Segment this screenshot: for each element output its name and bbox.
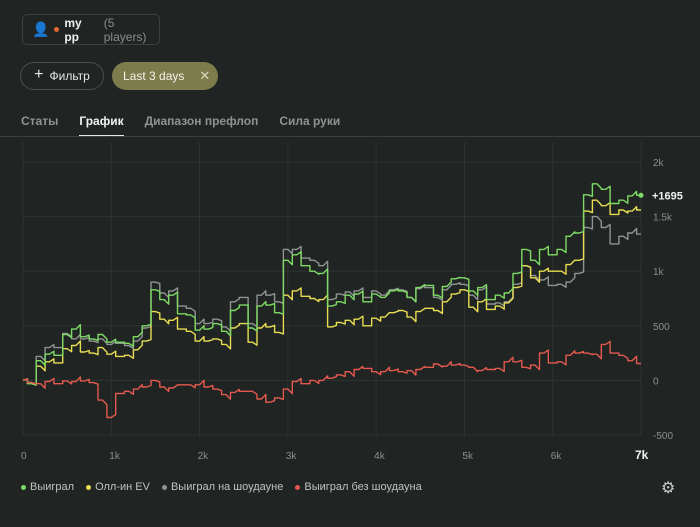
x-tick-label: 3k	[286, 451, 298, 462]
legend-item-non-showdown[interactable]: Выиграл без шоудауна	[295, 481, 422, 493]
tab-divider	[0, 136, 700, 137]
legend-swatch	[21, 484, 26, 490]
tab-graph[interactable]: График	[79, 114, 124, 137]
series-line	[22, 340, 641, 419]
y-tick-label: 1k	[653, 267, 665, 278]
chart-legend: Выиграл Олл-ин EV Выиграл на шоудауне Вы…	[21, 481, 422, 493]
user-group-icon: 👤	[32, 21, 50, 37]
legend-swatch	[86, 484, 92, 490]
end-value-label: +1695	[652, 190, 683, 202]
close-icon[interactable]: ✕	[199, 68, 211, 83]
legend-label: Выиграл на шоудауне	[170, 481, 284, 493]
x-tick-label: 2k	[198, 451, 210, 462]
legend-swatch	[161, 484, 167, 490]
x-tick-label: 4k	[374, 451, 386, 462]
add-filter-label: Фильтр	[49, 69, 90, 83]
players-count: (5 players)	[103, 15, 147, 44]
tab-preflop-range[interactable]: Диапазон префлоп	[144, 114, 259, 128]
series-end-point	[638, 192, 644, 198]
profit-chart[interactable]: 2k 1.5k 1k 500 0 -500 0 1k 2k 3k 4k 5k 6k 7k +1695	[0, 137, 700, 467]
tab-stats[interactable]: Статы	[21, 114, 59, 128]
series-line	[22, 199, 641, 385]
series-line	[22, 183, 641, 386]
date-filter-chip[interactable]: Last 3 days ✕	[112, 62, 218, 90]
legend-item-won[interactable]: Выиграл	[21, 481, 74, 493]
legend-swatch	[295, 484, 301, 490]
tab-hand-strength[interactable]: Сила руки	[279, 114, 341, 128]
x-tick-label: 7k	[635, 448, 649, 462]
legend-item-allin-ev[interactable]: Олл-ин EV	[86, 481, 150, 493]
legend-item-showdown[interactable]: Выиграл на шоудауне	[161, 481, 284, 493]
status-dot	[54, 27, 60, 32]
tab-bar: Статы График Диапазон префлоп Сила руки	[21, 114, 361, 137]
player-selector[interactable]: 👤 my pp (5 players)	[22, 14, 160, 45]
y-tick-label: 1.5k	[653, 213, 673, 224]
add-filter-button[interactable]: + Фильтр	[20, 62, 104, 90]
y-tick-label: 500	[653, 322, 670, 333]
x-tick-label: 0	[21, 451, 27, 462]
x-tick-label: 6k	[551, 451, 563, 462]
legend-label: Олл-ин EV	[95, 481, 150, 493]
date-filter-label: Last 3 days	[123, 69, 185, 83]
x-tick-label: 1k	[109, 451, 121, 462]
x-tick-label: 5k	[462, 451, 474, 462]
plus-icon: +	[34, 66, 44, 83]
y-tick-label: 2k	[653, 158, 665, 169]
gear-icon[interactable]: ⚙	[661, 480, 676, 497]
y-tick-label: 0	[653, 376, 659, 387]
y-tick-label: -500	[653, 431, 673, 442]
legend-label: Выиграл	[30, 481, 75, 493]
legend-label: Выиграл без шоудауна	[304, 481, 422, 493]
player-name: my pp	[64, 15, 82, 44]
